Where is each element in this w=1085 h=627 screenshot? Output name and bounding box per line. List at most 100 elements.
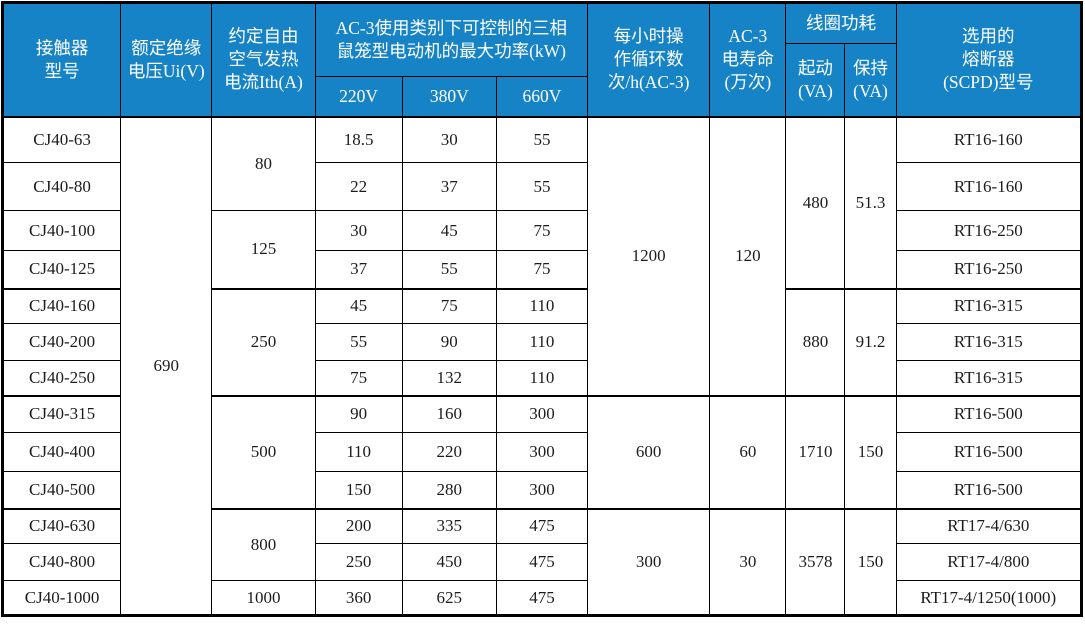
cell-fuse: RT16-250 xyxy=(895,210,1083,251)
cell-model: CJ40-800 xyxy=(1,543,122,581)
table-row: CJ40-63 690 80 18.5 30 55 1200 120 480 5… xyxy=(1,115,1083,616)
cell-p380: 55 xyxy=(401,250,497,289)
cell-p220: 200 xyxy=(314,507,403,544)
cell-p660: 55 xyxy=(495,115,589,163)
cell-p380: 335 xyxy=(401,507,497,544)
cell-p380: 220 xyxy=(401,432,497,472)
cell-p380: 160 xyxy=(401,394,497,433)
table-row: CJ40-160 250 45 75 110 880 91.2 RT16-315 xyxy=(1,287,1083,396)
cell-p660: 55 xyxy=(495,162,589,211)
cell-p380: 37 xyxy=(401,162,497,211)
cell-fuse: RT17-4/630 xyxy=(895,507,1083,544)
cell-fuse: RT16-160 xyxy=(895,162,1083,211)
cell-model: CJ40-100 xyxy=(1,210,122,251)
cell-rated-voltage: 690 xyxy=(120,115,213,616)
table-row: CJ40-500 150 280 300 RT16-500 xyxy=(1,471,1083,509)
cell-fuse: RT17-4/1250(1000) xyxy=(895,580,1083,616)
cell-life: 60 xyxy=(709,394,787,509)
header-coil-start: 起动 (VA) xyxy=(785,43,846,117)
cell-fuse: RT16-315 xyxy=(895,323,1083,361)
cell-p660: 300 xyxy=(495,394,589,433)
cell-model: CJ40-1000 xyxy=(1,580,122,616)
cell-coil-hold: 150 xyxy=(844,507,897,616)
header-max-power: AC-3使用类别下可控制的三相 鼠笼型电动机的最大功率(kW) xyxy=(314,2,589,77)
cell-fuse: RT16-315 xyxy=(895,360,1083,396)
table-row: CJ40-630 800 200 335 475 300 30 3578 150… xyxy=(1,507,1083,616)
header-380v: 380V xyxy=(401,76,497,117)
table-row: CJ40-250 75 132 110 RT16-315 xyxy=(1,360,1083,396)
cell-ith: 800 xyxy=(211,507,316,581)
cell-ith: 1000 xyxy=(211,580,316,616)
cell-coil-start: 3578 xyxy=(785,507,846,616)
cell-fuse: RT16-500 xyxy=(895,471,1083,509)
header-220v: 220V xyxy=(314,76,403,117)
cell-model: CJ40-315 xyxy=(1,394,122,433)
cell-p220: 30 xyxy=(314,210,403,251)
table-row: CJ40-315 500 90 160 300 600 60 1710 150 … xyxy=(1,394,1083,509)
cell-p660: 300 xyxy=(495,432,589,472)
cell-p220: 75 xyxy=(314,360,403,396)
header-thermal-current: 约定自由 空气发热 电流Ith(A) xyxy=(211,2,316,117)
cell-model: CJ40-63 xyxy=(1,115,122,163)
cell-p660: 110 xyxy=(495,287,589,324)
header-electrical-life: AC-3 电寿命 (万次) xyxy=(709,2,787,117)
table-header: 接触器 型号 额定绝缘 电压Ui(V) 约定自由 空气发热 电流Ith(A) A… xyxy=(1,2,1083,117)
cell-p220: 360 xyxy=(314,580,403,616)
table-row: CJ40-200 55 90 110 RT16-315 xyxy=(1,323,1083,361)
cell-p220: 55 xyxy=(314,323,403,361)
cell-model: CJ40-630 xyxy=(1,507,122,544)
cell-ith: 500 xyxy=(211,394,316,509)
cell-p220: 22 xyxy=(314,162,403,211)
cell-p660: 75 xyxy=(495,210,589,251)
cell-life: 30 xyxy=(709,507,787,616)
table-row: CJ40-400 110 220 300 RT16-500 xyxy=(1,432,1083,472)
cell-fuse: RT16-500 xyxy=(895,432,1083,472)
cell-p220: 18.5 xyxy=(314,115,403,163)
cell-ith: 80 xyxy=(211,115,316,211)
table-body: CJ40-63 690 80 18.5 30 55 1200 120 480 5… xyxy=(1,115,1083,616)
cell-p660: 475 xyxy=(495,543,589,581)
cell-p660: 75 xyxy=(495,250,589,289)
cell-p220: 45 xyxy=(314,287,403,324)
cell-coil-start: 480 xyxy=(785,115,846,289)
contactor-spec-table: 接触器 型号 额定绝缘 电压Ui(V) 约定自由 空气发热 电流Ith(A) A… xyxy=(1,1,1083,617)
table-row: CJ40-800 250 450 475 RT17-4/800 xyxy=(1,543,1083,581)
cell-fuse: RT16-250 xyxy=(895,250,1083,289)
cell-p660: 300 xyxy=(495,471,589,509)
cell-model: CJ40-125 xyxy=(1,250,122,289)
header-rated-voltage: 额定绝缘 电压Ui(V) xyxy=(120,2,213,117)
cell-p220: 150 xyxy=(314,471,403,509)
cell-p220: 37 xyxy=(314,250,403,289)
cell-fuse: RT16-315 xyxy=(895,287,1083,324)
cell-p660: 110 xyxy=(495,323,589,361)
cell-cycles: 1200 xyxy=(587,115,711,396)
cell-model: CJ40-200 xyxy=(1,323,122,361)
cell-coil-start: 1710 xyxy=(785,394,846,509)
cell-ith: 250 xyxy=(211,287,316,396)
cell-p660: 475 xyxy=(495,507,589,544)
cell-p380: 450 xyxy=(401,543,497,581)
cell-ith: 125 xyxy=(211,210,316,289)
table-row: CJ40-1000 1000 360 625 475 RT17-4/1250(1… xyxy=(1,580,1083,616)
cell-coil-hold: 51.3 xyxy=(844,115,897,289)
header-model: 接触器 型号 xyxy=(1,2,122,117)
cell-life: 120 xyxy=(709,115,787,396)
cell-p220: 110 xyxy=(314,432,403,472)
cell-coil-start: 880 xyxy=(785,287,846,396)
cell-p220: 250 xyxy=(314,543,403,581)
cell-p380: 90 xyxy=(401,323,497,361)
table-row: CJ40-80 22 37 55 RT16-160 xyxy=(1,162,1083,211)
cell-cycles: 300 xyxy=(587,507,711,616)
cell-fuse: RT16-500 xyxy=(895,394,1083,433)
cell-p380: 75 xyxy=(401,287,497,324)
cell-p380: 30 xyxy=(401,115,497,163)
cell-model: CJ40-160 xyxy=(1,287,122,324)
header-coil-hold: 保持 (VA) xyxy=(844,43,897,117)
cell-p380: 625 xyxy=(401,580,497,616)
cell-p660: 475 xyxy=(495,580,589,616)
header-cycles: 每小时操 作循环数 次/h(AC-3) xyxy=(587,2,711,117)
cell-p660: 110 xyxy=(495,360,589,396)
table-row: CJ40-125 37 55 75 RT16-250 xyxy=(1,250,1083,289)
cell-model: CJ40-500 xyxy=(1,471,122,509)
table-row: CJ40-100 125 30 45 75 RT16-250 xyxy=(1,210,1083,289)
